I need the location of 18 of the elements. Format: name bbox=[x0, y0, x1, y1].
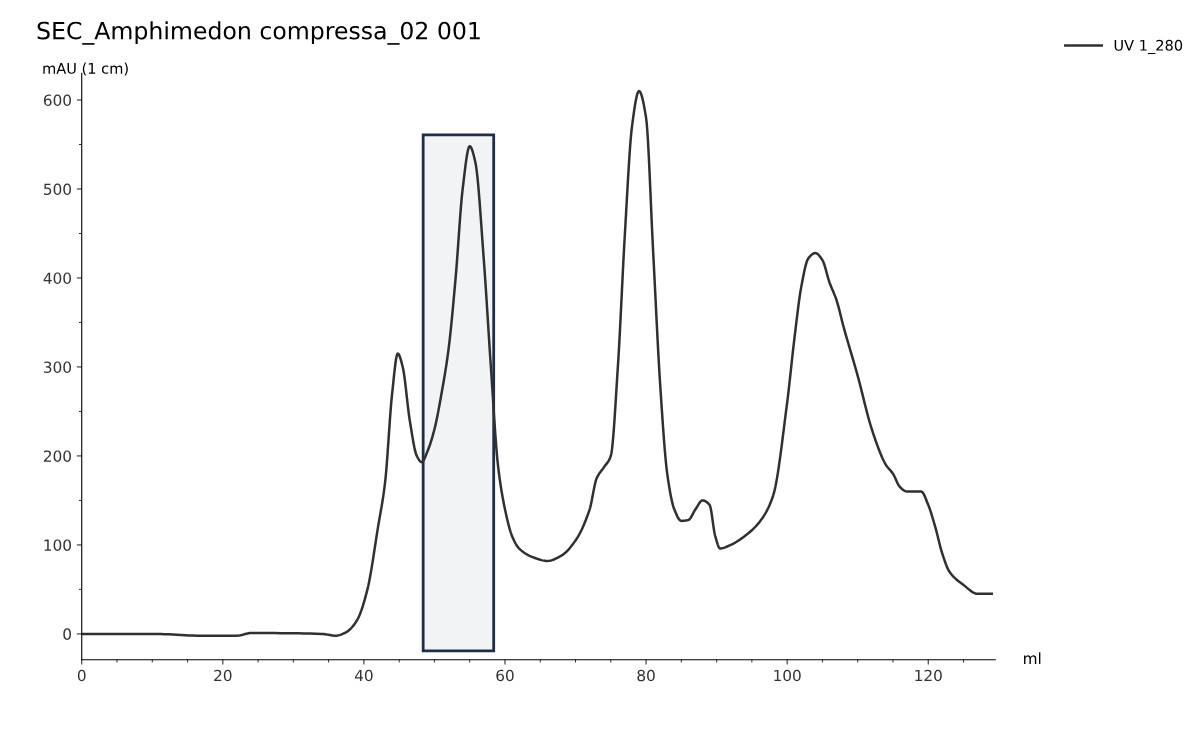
x-tick-label: 100 bbox=[774, 669, 801, 682]
y-tick-label: 500 bbox=[44, 183, 71, 195]
y-tick-label: 300 bbox=[44, 361, 71, 373]
x-tick-label: 0 bbox=[77, 669, 86, 682]
y-tick-label: 200 bbox=[43, 450, 71, 462]
legend-label: UV 1_280 bbox=[1114, 39, 1183, 55]
x-tick-label: 80 bbox=[637, 669, 655, 682]
x-axis-title: ml bbox=[1024, 652, 1041, 664]
y-tick-label: 600 bbox=[43, 94, 71, 107]
chart-title: SEC_Amphimedon compressa_02 001 bbox=[37, 21, 480, 45]
y-tick-label: 100 bbox=[44, 539, 71, 551]
y-tick-label: 0 bbox=[63, 628, 71, 640]
y-tick-label: 400 bbox=[43, 272, 71, 284]
x-tick-label: 20 bbox=[214, 669, 232, 682]
y-axis-title: mAU (1 cm) bbox=[43, 62, 128, 76]
x-tick-label: 120 bbox=[915, 669, 942, 682]
x-tick-label: 60 bbox=[496, 669, 514, 682]
x-tick-label: 40 bbox=[354, 669, 373, 682]
